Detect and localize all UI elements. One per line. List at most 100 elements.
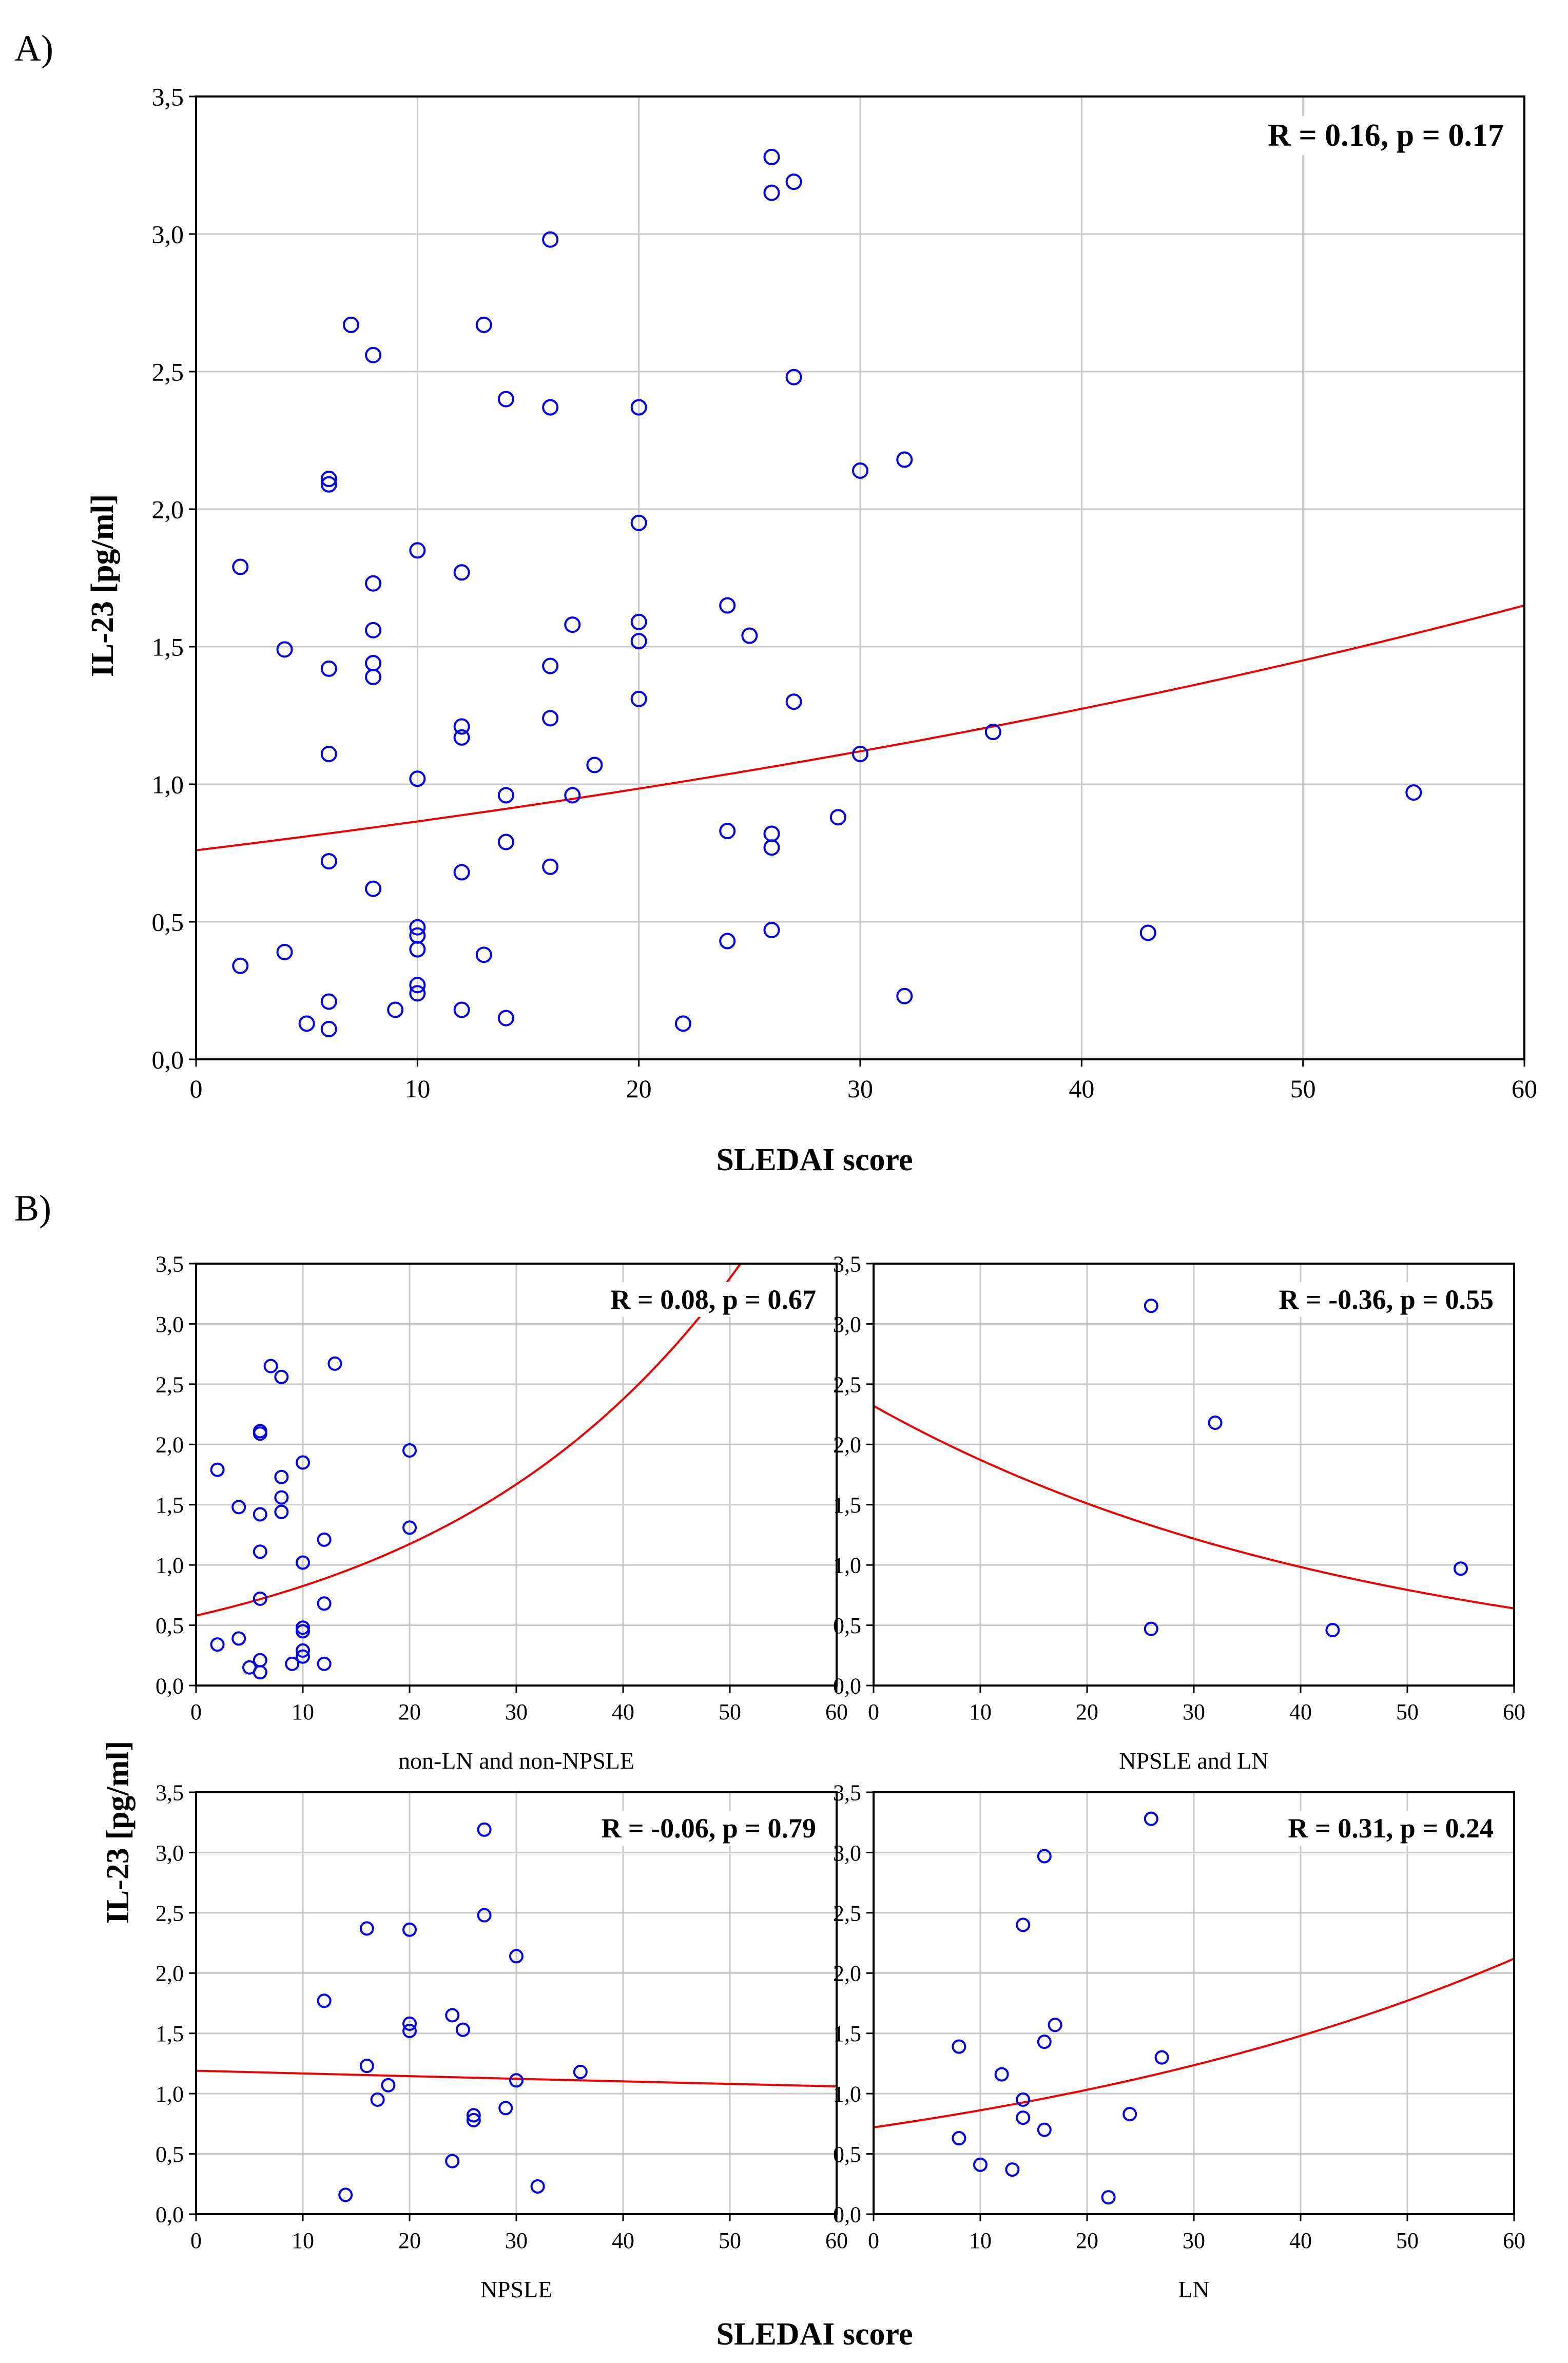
data-point bbox=[456, 2022, 470, 2037]
x-tick-label: 10 bbox=[969, 1699, 992, 1725]
data-point bbox=[896, 451, 913, 468]
x-tick-label: 40 bbox=[1289, 1699, 1312, 1725]
y-tick-label: 0,0 bbox=[833, 2202, 861, 2227]
data-point bbox=[409, 542, 426, 559]
data-point bbox=[453, 1001, 470, 1018]
y-tick-label: 2,5 bbox=[156, 1901, 184, 1926]
x-tick-label: 50 bbox=[1290, 1074, 1316, 1103]
data-point bbox=[542, 657, 559, 674]
y-tick-label: 2,0 bbox=[152, 495, 184, 524]
data-point bbox=[402, 1922, 417, 1937]
data-point bbox=[320, 993, 337, 1010]
x-tick-label: 40 bbox=[612, 2228, 634, 2253]
y-tick-label: 3,0 bbox=[152, 220, 184, 249]
data-point bbox=[370, 2092, 385, 2107]
data-point bbox=[296, 1624, 310, 1639]
data-point bbox=[210, 1462, 225, 1477]
data-point bbox=[365, 622, 382, 638]
plot-frame bbox=[873, 1791, 1515, 2215]
panel-b-label: B) bbox=[14, 1188, 51, 1229]
correlation-annotation: R = 0.08, p = 0.67 bbox=[610, 1284, 816, 1315]
plot-frame bbox=[195, 1263, 838, 1687]
data-point bbox=[994, 2067, 1009, 2082]
data-point bbox=[231, 1631, 246, 1646]
data-point bbox=[785, 369, 802, 385]
plot-frame bbox=[195, 95, 1525, 1060]
data-point bbox=[498, 2101, 513, 2116]
data-point bbox=[1144, 1299, 1158, 1313]
data-point bbox=[763, 839, 780, 856]
x-tick-label: 20 bbox=[626, 1074, 652, 1103]
y-tick-label: 1,0 bbox=[156, 2082, 184, 2107]
x-tick-label: 40 bbox=[612, 1699, 634, 1725]
y-tick-label: 1,5 bbox=[156, 2021, 184, 2046]
data-point bbox=[253, 1665, 267, 1680]
data-point bbox=[719, 933, 736, 950]
data-point bbox=[296, 1643, 310, 1658]
data-point bbox=[1454, 1561, 1468, 1576]
data-point bbox=[317, 1993, 332, 2008]
x-tick-label: 10 bbox=[404, 1074, 430, 1103]
panel-b-x-axis-label: SLEDAI score bbox=[717, 2317, 913, 2352]
data-point bbox=[1325, 1622, 1340, 1637]
y-tick-label: 2,0 bbox=[833, 1961, 861, 1986]
y-tick-label: 0,0 bbox=[152, 1045, 184, 1074]
panel-a-label: A) bbox=[14, 28, 53, 69]
data-point bbox=[274, 1469, 289, 1484]
y-tick-label: 2,5 bbox=[152, 358, 184, 386]
data-point bbox=[1154, 2050, 1169, 2065]
data-point bbox=[253, 1507, 267, 1522]
y-tick-label: 1,0 bbox=[833, 2082, 861, 2107]
data-point bbox=[338, 2187, 353, 2202]
y-tick-label: 3,5 bbox=[833, 1780, 861, 1805]
panel-subtitle: NPSLE and LN bbox=[1119, 1748, 1268, 1774]
y-tick-label: 1,0 bbox=[152, 770, 184, 799]
data-point bbox=[263, 1359, 278, 1373]
data-point bbox=[359, 2059, 374, 2074]
data-point bbox=[1037, 1849, 1052, 1864]
y-tick-label: 1,0 bbox=[156, 1553, 184, 1578]
x-tick-label: 10 bbox=[292, 1699, 314, 1725]
data-point bbox=[453, 729, 470, 746]
data-point bbox=[630, 514, 647, 531]
data-point bbox=[829, 809, 846, 826]
fit-curve bbox=[196, 2069, 837, 2088]
scatter-chart-non-ln-non-npsle: 0 10 20 30 40 50 60 0,0 0,5 1,0 1,5 2,0 2,5 3,0 3,5 R =… bbox=[156, 1251, 848, 1774]
fit-curve bbox=[196, 604, 1524, 851]
data-point bbox=[542, 710, 559, 727]
fit-curve bbox=[874, 1405, 1514, 1610]
plot-frame bbox=[195, 1791, 838, 2215]
x-tick-label: 0 bbox=[868, 1699, 879, 1725]
data-point bbox=[741, 627, 758, 644]
x-tick-label: 20 bbox=[398, 1699, 421, 1725]
data-point bbox=[232, 558, 249, 575]
data-point bbox=[1037, 2122, 1052, 2137]
data-point bbox=[402, 2024, 417, 2039]
data-point bbox=[365, 655, 382, 672]
x-tick-label: 0 bbox=[190, 1699, 202, 1725]
data-point bbox=[296, 1649, 310, 1664]
x-tick-label: 40 bbox=[1069, 1074, 1094, 1103]
y-tick-label: 2,5 bbox=[156, 1372, 184, 1397]
data-point bbox=[274, 1490, 289, 1505]
data-point bbox=[475, 316, 492, 333]
data-point bbox=[317, 1656, 332, 1671]
x-tick-label: 0 bbox=[190, 1074, 203, 1103]
y-tick-label: 1,5 bbox=[833, 2021, 861, 2046]
data-point bbox=[586, 757, 603, 773]
y-tick-label: 3,5 bbox=[152, 83, 184, 111]
data-point bbox=[1405, 784, 1422, 801]
plot-frame bbox=[873, 1263, 1515, 1687]
data-point bbox=[365, 668, 382, 685]
panel-subtitle: LN bbox=[1178, 2276, 1209, 2302]
data-point bbox=[320, 746, 337, 763]
data-point bbox=[1144, 1811, 1158, 1826]
data-point bbox=[542, 231, 559, 248]
x-tick-label: 60 bbox=[825, 1699, 848, 1725]
data-point bbox=[1048, 2018, 1062, 2032]
y-tick-label: 1,5 bbox=[833, 1493, 861, 1518]
data-point bbox=[1144, 1621, 1158, 1636]
data-point bbox=[320, 476, 337, 493]
data-point bbox=[342, 316, 359, 333]
y-tick-label: 3,0 bbox=[833, 1841, 861, 1866]
